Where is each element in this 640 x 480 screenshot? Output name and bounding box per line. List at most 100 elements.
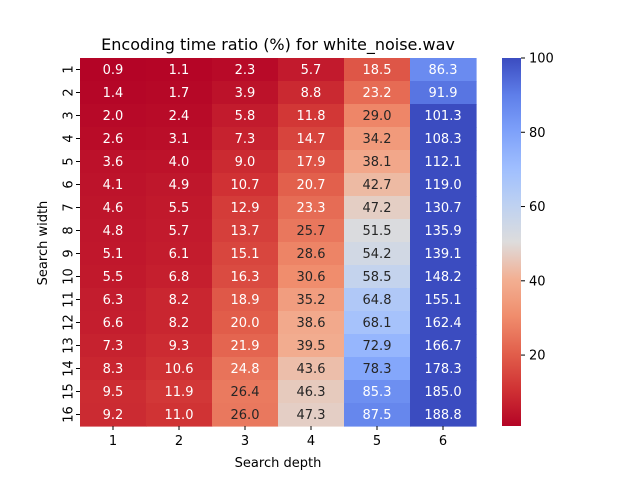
- heatmap-cell-r5-c1: [80, 150, 147, 174]
- heatmap-cell-r3-c4: [278, 104, 345, 128]
- cell-value-label: 42.7: [363, 178, 392, 193]
- heatmap-cell-r7-c1: [80, 196, 147, 220]
- heatmap-cell-r1-c2: [146, 58, 213, 82]
- cell-value-label: 10.7: [231, 178, 260, 193]
- cell-value-label: 1.4: [103, 86, 124, 101]
- cell-value-label: 3.1: [169, 132, 190, 147]
- heatmap-cell-r16-c6: [410, 403, 477, 427]
- cell-value-label: 12.9: [231, 201, 260, 216]
- cell-value-label: 11.9: [165, 385, 194, 400]
- cell-value-label: 5.8: [235, 109, 256, 124]
- heatmap-cell-r8-c1: [80, 219, 147, 243]
- heatmap-cell-r10-c4: [278, 265, 345, 289]
- heatmap-cell-r12-c4: [278, 311, 345, 335]
- x-axis-label: Search depth: [235, 456, 322, 471]
- y-tick-label: 9: [62, 249, 77, 257]
- cell-value-label: 148.2: [424, 270, 461, 285]
- heatmap-cell-r12-c5: [344, 311, 411, 335]
- heatmap-cell-r1-c4: [278, 58, 345, 82]
- colorbar-tick-label: 20: [529, 349, 546, 364]
- cell-value-label: 11.8: [297, 109, 326, 124]
- cell-value-label: 135.9: [424, 224, 461, 239]
- heatmap-cell-r2-c6: [410, 81, 477, 105]
- heatmap-cell-r14-c6: [410, 357, 477, 381]
- cell-value-label: 16.3: [231, 270, 260, 285]
- x-tick-label: 2: [175, 434, 183, 449]
- heatmap-cell-r5-c2: [146, 150, 213, 174]
- heatmap-cell-r16-c3: [212, 403, 279, 427]
- cell-value-label: 85.3: [363, 385, 392, 400]
- heatmap-cell-r14-c3: [212, 357, 279, 381]
- cell-value-label: 155.1: [424, 293, 461, 308]
- cell-value-label: 6.6: [103, 316, 124, 331]
- cell-value-label: 9.0: [235, 155, 256, 170]
- cell-value-label: 0.9: [103, 63, 124, 78]
- y-tick-label: 15: [62, 383, 77, 400]
- heatmap-cell-r3-c5: [344, 104, 411, 128]
- y-tick-label: 10: [62, 268, 77, 285]
- heatmap-cell-r7-c4: [278, 196, 345, 220]
- heatmap-cell-r9-c6: [410, 242, 477, 266]
- cell-value-label: 8.2: [169, 316, 190, 331]
- cell-value-label: 15.1: [231, 247, 260, 262]
- heatmap-cell-r4-c6: [410, 127, 477, 151]
- heatmap-cell-r3-c2: [146, 104, 213, 128]
- y-tick-label: 12: [62, 314, 77, 331]
- cell-value-label: 30.6: [297, 270, 326, 285]
- cell-value-label: 28.6: [297, 247, 326, 262]
- cell-value-label: 178.3: [424, 362, 461, 377]
- cell-value-label: 8.2: [169, 293, 190, 308]
- heatmap-cell-r13-c4: [278, 334, 345, 358]
- cell-value-label: 51.5: [363, 224, 392, 239]
- cell-value-label: 6.3: [103, 293, 124, 308]
- cell-value-label: 4.1: [103, 178, 124, 193]
- heatmap-cell-r16-c1: [80, 403, 147, 427]
- heatmap-cell-r14-c1: [80, 357, 147, 381]
- heatmap-cell-r13-c5: [344, 334, 411, 358]
- cell-value-label: 7.3: [235, 132, 256, 147]
- y-tick-label: 8: [62, 226, 77, 234]
- cell-value-label: 18.5: [363, 63, 392, 78]
- x-tick-label: 4: [307, 434, 315, 449]
- heatmap-cell-r13-c2: [146, 334, 213, 358]
- x-tick-label: 5: [373, 434, 381, 449]
- cell-value-label: 130.7: [424, 201, 461, 216]
- heatmap-cell-r9-c2: [146, 242, 213, 266]
- heatmap-cell-r6-c4: [278, 173, 345, 197]
- x-tick-label: 6: [439, 434, 447, 449]
- heatmap-cell-r6-c2: [146, 173, 213, 197]
- heatmap-cell-r12-c2: [146, 311, 213, 335]
- heatmap-cell-r4-c5: [344, 127, 411, 151]
- cell-value-label: 8.8: [301, 86, 322, 101]
- heatmap-cell-r12-c1: [80, 311, 147, 335]
- cell-value-label: 3.9: [235, 86, 256, 101]
- cell-value-label: 9.5: [103, 385, 124, 400]
- heatmap-cell-r1-c5: [344, 58, 411, 82]
- cell-value-label: 47.3: [297, 408, 326, 423]
- y-tick-label: 1: [62, 65, 77, 73]
- heatmap-cell-r12-c6: [410, 311, 477, 335]
- chart-title: Encoding time ratio (%) for white_noise.…: [101, 35, 455, 55]
- cell-value-label: 39.5: [297, 339, 326, 354]
- heatmap-cell-r11-c5: [344, 288, 411, 312]
- cell-value-label: 8.3: [103, 362, 124, 377]
- cell-value-label: 2.3: [235, 63, 256, 78]
- heatmap-cell-r11-c3: [212, 288, 279, 312]
- cell-value-label: 4.8: [103, 224, 124, 239]
- y-tick-label: 4: [62, 134, 77, 142]
- heatmap-cell-r11-c1: [80, 288, 147, 312]
- y-tick-label: 5: [62, 157, 77, 165]
- cell-value-label: 139.1: [424, 247, 461, 262]
- heatmap-cell-r8-c2: [146, 219, 213, 243]
- heatmap-cell-r9-c5: [344, 242, 411, 266]
- cell-value-label: 10.6: [165, 362, 194, 377]
- cell-value-label: 20.0: [231, 316, 260, 331]
- cell-value-label: 5.7: [301, 63, 322, 78]
- heatmap-cell-r16-c2: [146, 403, 213, 427]
- heatmap-cell-r11-c6: [410, 288, 477, 312]
- cell-value-label: 78.3: [363, 362, 392, 377]
- heatmap-cell-r1-c3: [212, 58, 279, 82]
- heatmap-cell-r15-c4: [278, 380, 345, 404]
